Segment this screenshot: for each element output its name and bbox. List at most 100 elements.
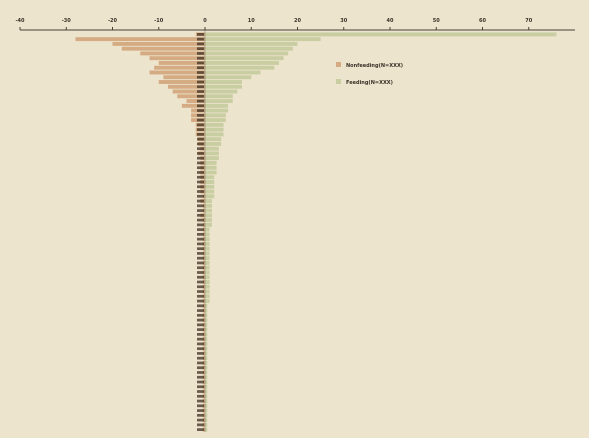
bar-feeding (205, 208, 212, 213)
row-category-label (197, 47, 204, 51)
row-category-label (197, 223, 204, 227)
row-category-label (197, 361, 204, 365)
bar-feeding (205, 427, 208, 432)
row-category-label (197, 271, 204, 274)
x-tick-label: 50 (433, 18, 440, 24)
x-tick-label: -10 (154, 18, 164, 24)
bar-feeding (205, 137, 222, 142)
bar-feeding (205, 108, 229, 113)
bar-feeding (205, 308, 208, 313)
row-category-label (197, 61, 204, 65)
bar-feeding (205, 56, 284, 61)
bar-feeding (205, 361, 208, 365)
row-category-label (197, 399, 204, 403)
row-category-label (197, 409, 204, 412)
bar-feeding (205, 103, 229, 108)
bar-feeding (205, 127, 224, 132)
bar-feeding (205, 89, 238, 94)
bar-nonfeeding (140, 51, 205, 56)
x-tick-label: 10 (248, 18, 255, 24)
bar-feeding (205, 61, 279, 65)
bar-feeding (205, 370, 208, 375)
row-category-label (197, 56, 204, 60)
row-category-label (197, 371, 204, 374)
bar-feeding (205, 141, 222, 146)
row-category-label (197, 428, 204, 431)
row-category-label (197, 304, 204, 308)
bar-feeding (205, 194, 215, 199)
row-category-label (197, 171, 204, 174)
row-category-label (197, 252, 204, 255)
bar-feeding (205, 365, 208, 370)
row-category-label (197, 375, 204, 379)
row-category-label (197, 385, 204, 389)
bar-feeding (205, 408, 208, 413)
legend-swatch-feeding (336, 79, 341, 84)
row-category-label (197, 256, 204, 260)
bar-feeding (205, 327, 208, 332)
bar-feeding (205, 251, 210, 256)
row-category-label (197, 137, 204, 141)
row-category-label (197, 90, 204, 93)
row-category-label (197, 156, 204, 160)
x-tick-label: -20 (108, 18, 118, 24)
bar-feeding (205, 294, 210, 299)
bar-feeding (205, 299, 210, 303)
row-category-label (197, 261, 204, 265)
bar-feeding (205, 280, 210, 284)
legend-label-nonfeeding: Nonfeeding(N=XXX) (346, 63, 403, 69)
row-category-label (197, 109, 204, 112)
row-category-label (197, 347, 204, 351)
row-category-label (197, 75, 204, 79)
row-category-label (197, 194, 204, 198)
row-category-label (197, 266, 204, 270)
bar-feeding (205, 99, 233, 103)
x-tick-label: 0 (203, 18, 207, 24)
row-category-label (197, 42, 204, 46)
bar-feeding (205, 380, 208, 384)
x-tick-label: 30 (340, 18, 347, 24)
bar-feeding (205, 261, 210, 265)
row-category-label (197, 380, 204, 384)
bar-feeding (205, 337, 208, 342)
bar-feeding (205, 356, 208, 361)
bar-feeding (205, 32, 557, 37)
bar-feeding (205, 213, 212, 218)
bar-feeding (205, 161, 217, 165)
bar-feeding (205, 227, 210, 232)
bar-feeding (205, 84, 242, 89)
bar-feeding (205, 199, 212, 203)
bar-feeding (205, 303, 208, 308)
row-category-label (197, 85, 204, 89)
bar-nonfeeding (158, 80, 205, 84)
bar-nonfeeding (186, 99, 205, 103)
row-category-label (197, 52, 204, 55)
bar-nonfeeding (154, 65, 205, 70)
row-category-label (197, 290, 204, 293)
row-category-label (197, 37, 204, 41)
bar-feeding (205, 265, 210, 270)
bar-feeding (205, 151, 219, 156)
bar-feeding (205, 184, 215, 189)
bar-feeding (205, 132, 224, 137)
row-category-label (197, 152, 204, 155)
bar-feeding (205, 289, 210, 294)
row-category-label (197, 204, 204, 208)
row-category-label (197, 356, 204, 360)
bar-feeding (205, 180, 215, 184)
bar-feeding (205, 75, 252, 80)
row-category-label (197, 280, 204, 284)
row-category-label (197, 180, 204, 184)
x-tick-label: -30 (62, 18, 72, 24)
row-category-label (197, 66, 204, 70)
bar-feeding (205, 46, 293, 51)
x-tick-label: 60 (479, 18, 486, 24)
row-category-label (197, 166, 204, 170)
row-category-label (197, 185, 204, 189)
bar-feeding (205, 284, 210, 289)
bar-feeding (205, 175, 215, 180)
bar-feeding (205, 113, 226, 118)
row-category-label (197, 218, 204, 222)
row-category-label (197, 128, 204, 131)
